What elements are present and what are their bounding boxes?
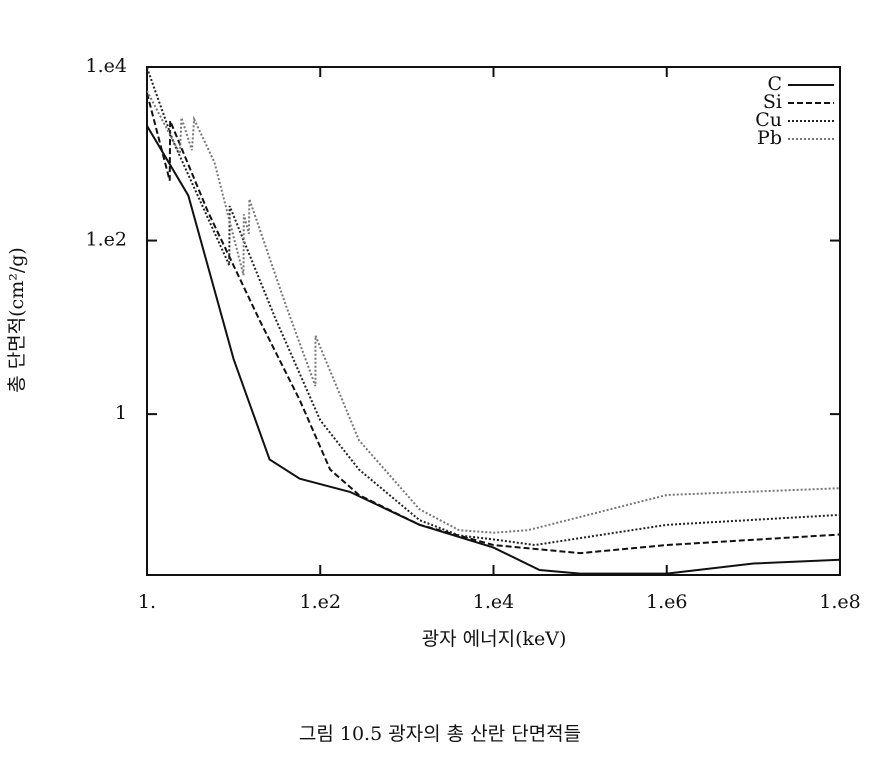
series-line [147, 92, 840, 555]
plot-frame [146, 66, 841, 576]
y-tick-label: 1.e2 [86, 229, 127, 251]
legend-label: C [767, 73, 782, 95]
x-tick-label: 1.e8 [819, 591, 860, 613]
x-tick-label: 1.e6 [646, 591, 687, 613]
caption: 그림 10.5 광자의 총 산란 단면적들 [299, 723, 581, 745]
legend-label: Si [763, 91, 782, 113]
legend-label: Cu [755, 109, 782, 131]
x-tick-label: 1.e4 [473, 591, 514, 613]
series-line [147, 67, 840, 547]
legend-label: Pb [757, 127, 782, 149]
y-tick-label: 1 [115, 402, 127, 424]
y-tick-label: 1.e4 [86, 55, 127, 77]
x-tick-label: 1.e2 [300, 591, 341, 613]
y-axis-label: 총 단면적(cm²/g) [6, 247, 28, 393]
series-line [147, 125, 840, 575]
x-tick-label: 1. [138, 591, 156, 613]
x-axis-label: 광자 에너지(keV) [422, 628, 567, 650]
series-line [147, 90, 840, 534]
